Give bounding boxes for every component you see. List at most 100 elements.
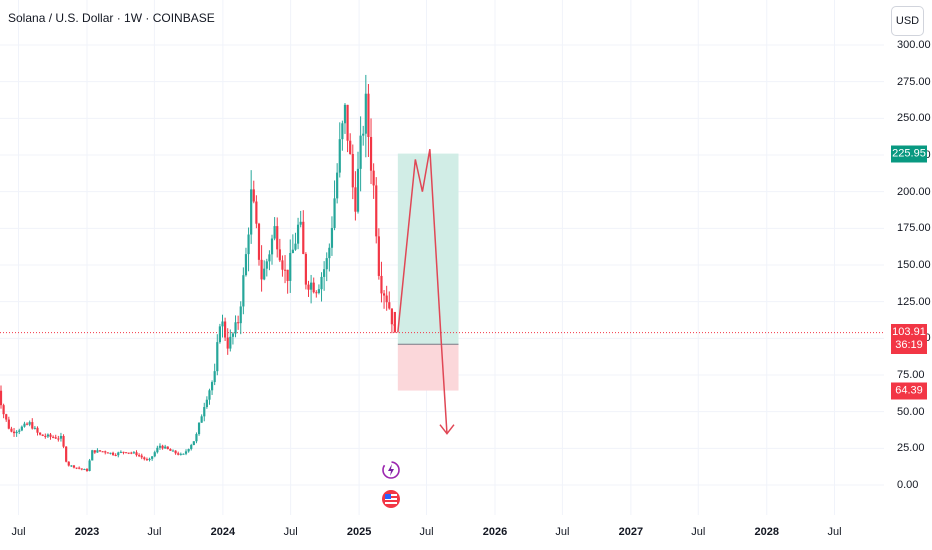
candle xyxy=(372,163,375,199)
candle-body xyxy=(72,465,76,468)
candle xyxy=(364,74,367,158)
candle xyxy=(229,329,232,352)
candle xyxy=(278,238,281,263)
candle-body xyxy=(93,450,96,453)
candle-body xyxy=(46,434,50,437)
candle-body xyxy=(255,201,258,224)
candle-body xyxy=(367,93,370,137)
candle-body xyxy=(177,453,180,455)
candle xyxy=(312,277,315,294)
last-price-value: 103.91 xyxy=(892,325,926,338)
candle xyxy=(184,449,188,456)
candle xyxy=(244,247,248,277)
candle xyxy=(96,448,99,453)
candle xyxy=(124,452,128,454)
price-axis-label: 0.00 xyxy=(897,479,919,491)
candle xyxy=(296,217,300,250)
candle xyxy=(323,261,326,291)
time-axis-label: 2024 xyxy=(210,526,236,538)
candle xyxy=(390,308,393,334)
candle xyxy=(132,451,136,454)
candle-body xyxy=(317,289,321,293)
candle xyxy=(38,432,42,436)
candle-body xyxy=(117,452,120,456)
candle xyxy=(369,118,373,185)
lightning-event-icon[interactable] xyxy=(381,460,401,480)
candle-body xyxy=(184,451,188,454)
candle-body xyxy=(247,234,250,255)
candle xyxy=(299,210,302,228)
candle-body xyxy=(57,438,60,440)
candle-body xyxy=(75,467,78,469)
candle-body xyxy=(96,450,99,453)
candle xyxy=(54,434,57,439)
candle xyxy=(164,444,167,449)
candle-body xyxy=(333,198,336,228)
candle-body xyxy=(164,446,167,449)
candle-body xyxy=(44,435,47,437)
candle-body xyxy=(312,282,315,293)
candle xyxy=(336,163,339,204)
candle-body xyxy=(52,436,55,438)
candle-body xyxy=(343,104,347,124)
candle-body xyxy=(362,133,365,136)
candle xyxy=(250,170,253,244)
candle xyxy=(367,84,370,157)
candle xyxy=(67,461,70,467)
last-price-tag: 103.91 36:19 xyxy=(891,323,927,354)
candle-body xyxy=(323,269,326,277)
candle xyxy=(270,234,274,265)
candle-body xyxy=(2,405,5,415)
candle xyxy=(315,290,318,298)
candle xyxy=(59,432,63,442)
candle xyxy=(385,285,388,311)
candle-body xyxy=(20,426,23,431)
candle-body xyxy=(18,430,21,432)
candle-body xyxy=(210,382,214,391)
candle-body xyxy=(200,416,203,423)
time-axis-label: Jul xyxy=(419,526,434,538)
candle xyxy=(237,315,240,330)
candle xyxy=(187,448,190,453)
time-axis-label: 2023 xyxy=(74,526,100,538)
candle xyxy=(276,217,279,258)
candle-body xyxy=(203,407,206,417)
candle-body xyxy=(224,321,227,338)
position-zones xyxy=(397,153,459,391)
candle-body xyxy=(65,446,68,462)
candle xyxy=(72,464,76,469)
candle xyxy=(49,432,52,440)
candle xyxy=(75,467,78,470)
candle-body xyxy=(257,223,261,260)
candle xyxy=(119,450,122,454)
candle-body xyxy=(122,451,125,453)
candle-body xyxy=(62,436,65,447)
candle xyxy=(192,441,195,446)
candle-body xyxy=(104,451,107,453)
candle xyxy=(224,317,227,342)
candle xyxy=(351,144,354,200)
candle xyxy=(354,171,357,221)
candle xyxy=(7,416,10,430)
candle xyxy=(57,435,60,442)
time-axis-label: Jul xyxy=(691,526,706,538)
candles xyxy=(0,74,396,472)
us-flag-icon[interactable] xyxy=(381,489,401,509)
candle-body xyxy=(265,261,268,269)
candle xyxy=(291,234,294,254)
symbol-title: Solana / U.S. Dollar · 1W · COINBASE xyxy=(8,11,215,25)
candle xyxy=(130,451,133,455)
candle xyxy=(325,252,328,282)
candle xyxy=(231,332,235,345)
candle-body xyxy=(85,469,89,471)
candle xyxy=(158,443,162,450)
loss-zone xyxy=(397,344,459,391)
candle-body xyxy=(304,253,307,285)
candle xyxy=(362,125,365,146)
price-axis-label: 300.00 xyxy=(897,39,931,51)
candle xyxy=(239,301,242,335)
currency-button[interactable]: USD xyxy=(891,6,924,36)
candle-body xyxy=(341,123,344,140)
candle-body xyxy=(106,452,109,454)
